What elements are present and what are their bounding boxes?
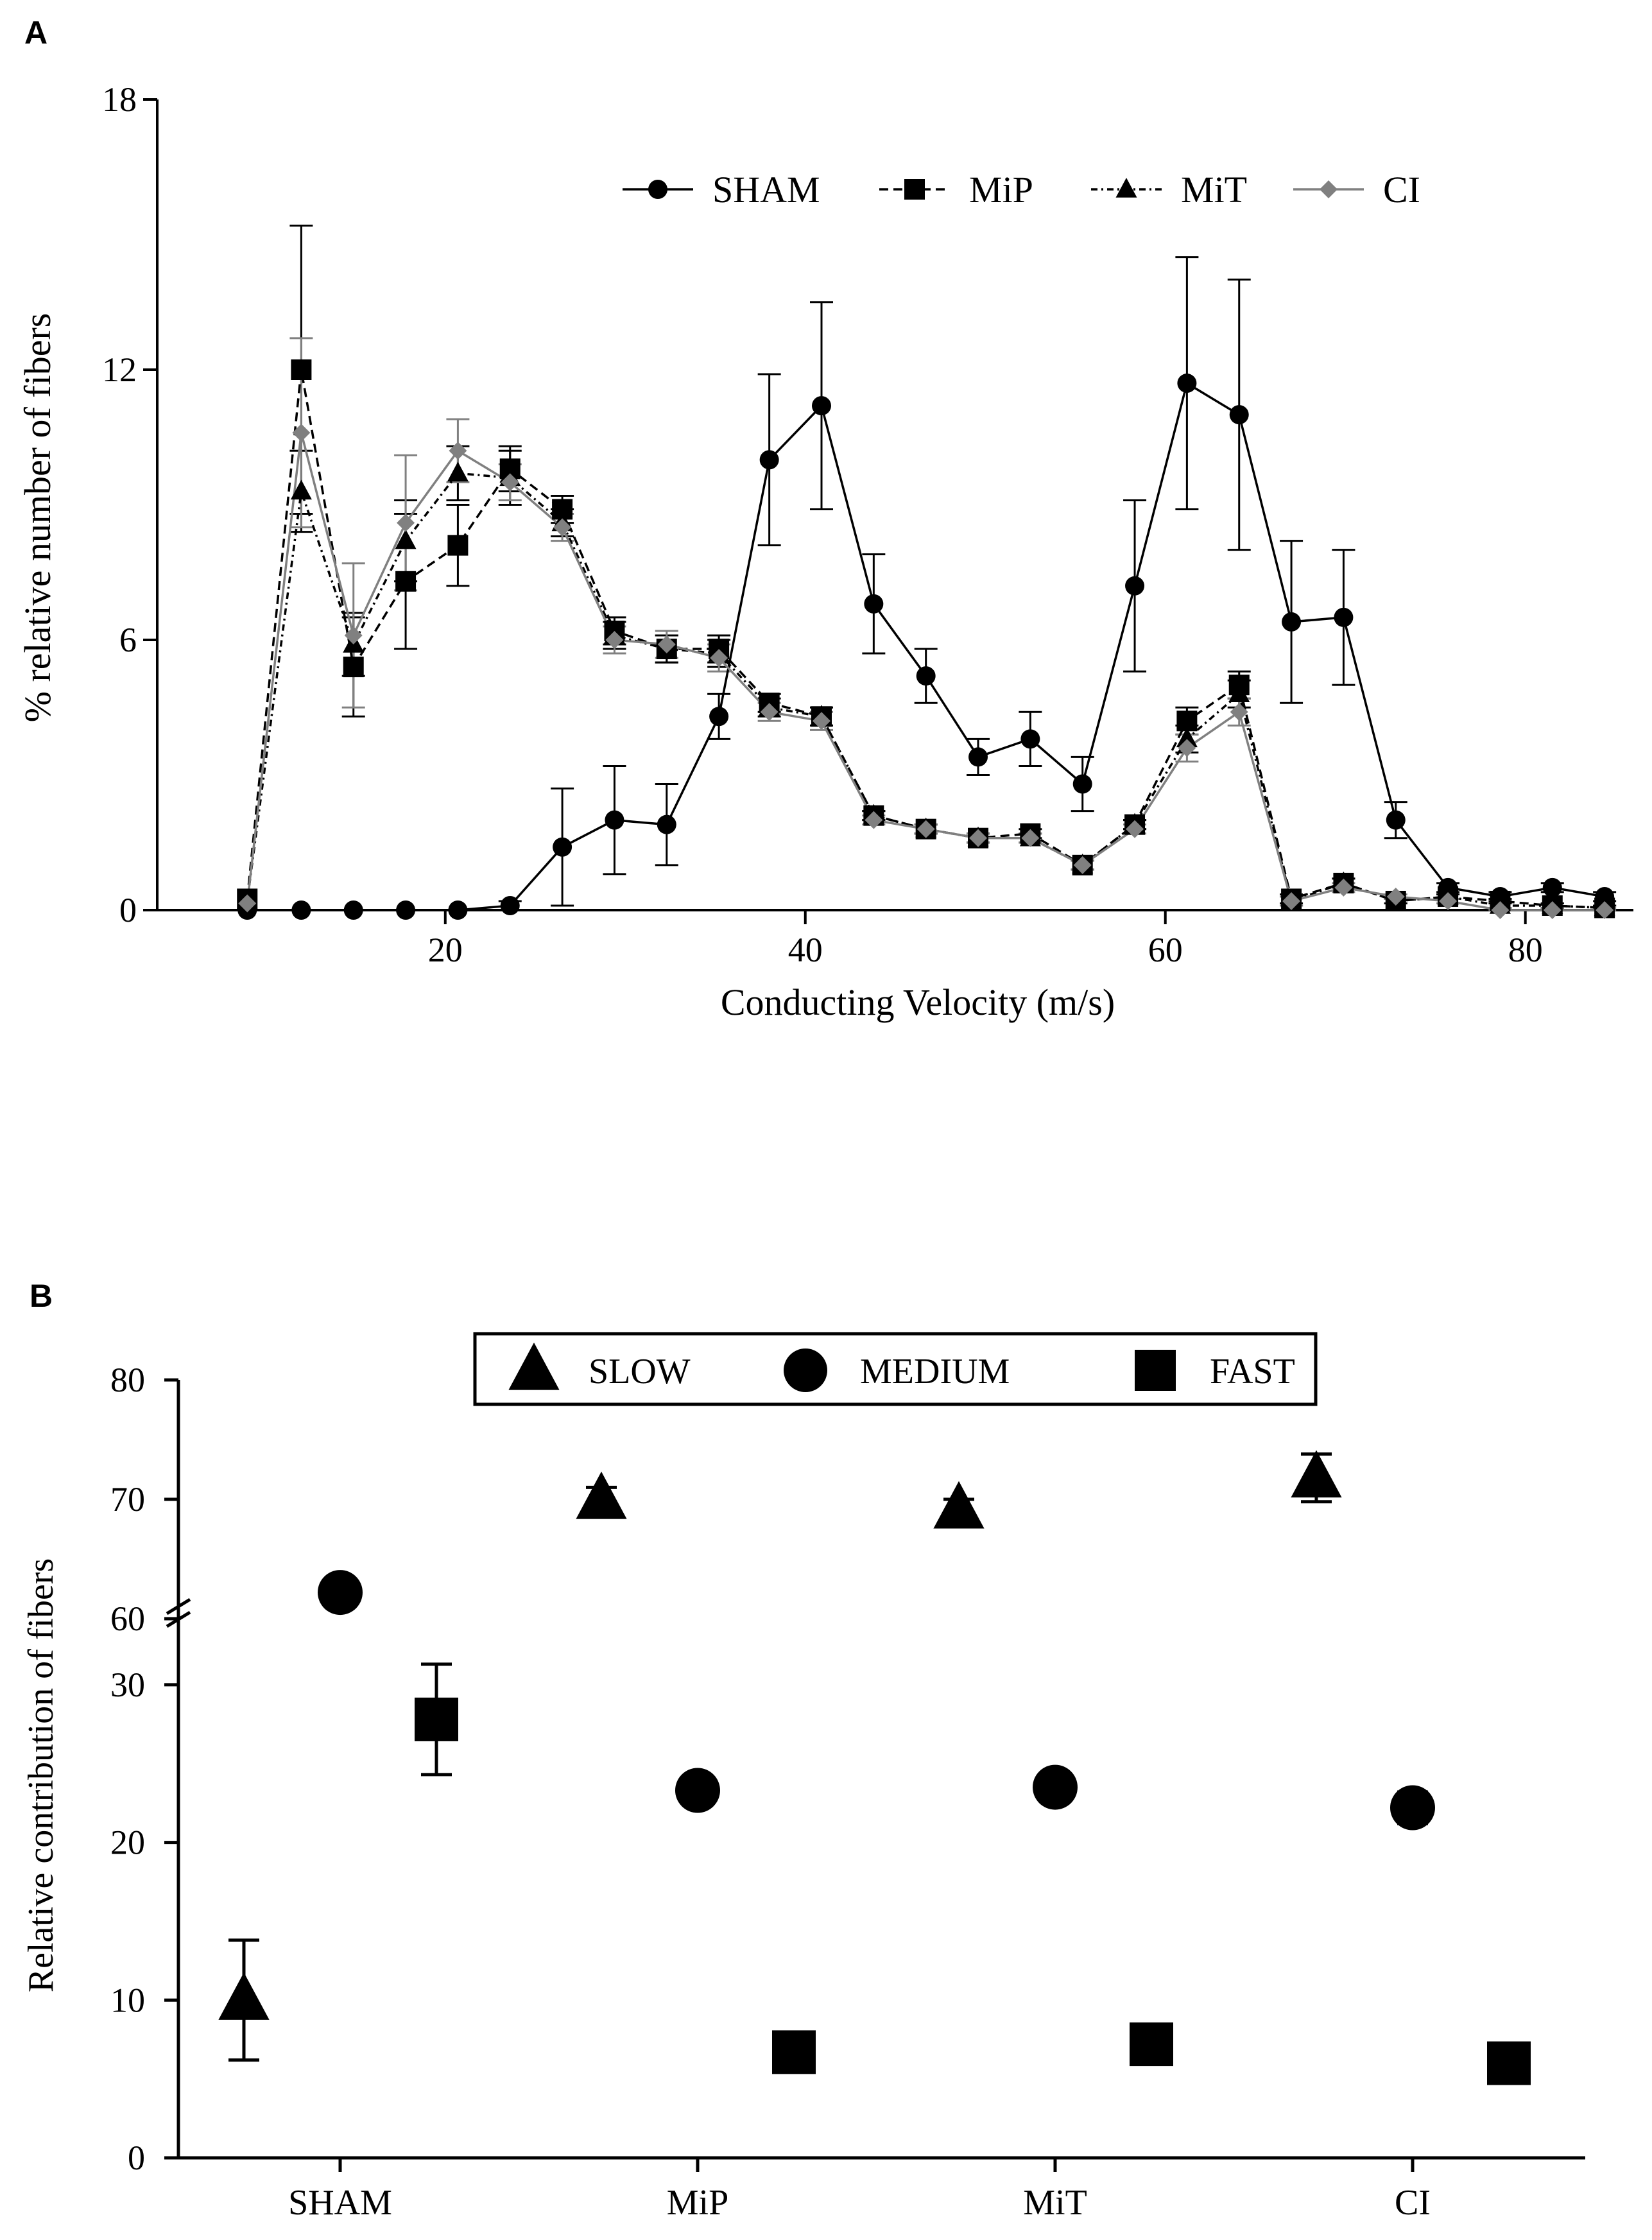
chart-a-axes: 0 6 12 18 20 40 60 80 Conducting Velocity (m/s)%… — [17, 80, 1633, 1023]
data-point-ci — [1543, 901, 1562, 919]
data-point-ci — [292, 424, 311, 442]
data-point-ci — [1491, 901, 1510, 919]
data-point-sham — [759, 450, 779, 470]
data-point-ci — [1282, 892, 1301, 910]
panel-label-a: A — [24, 15, 48, 51]
y-axis-title: % relative number of fibers — [17, 313, 58, 723]
data-point-ci — [1021, 829, 1040, 847]
data-point-ci — [553, 518, 572, 537]
data-point-sham — [448, 900, 468, 920]
data-point-sham — [812, 396, 831, 416]
data-point-ci — [865, 811, 883, 829]
panel-label-b: B — [30, 1278, 53, 1314]
data-point-ci — [1073, 856, 1092, 874]
data-point-ci — [397, 513, 415, 532]
data-point-ci — [501, 473, 519, 492]
data-point-sham — [1282, 612, 1302, 632]
data-point-ci — [710, 649, 728, 668]
x-tick-label: 80 — [1508, 931, 1543, 969]
data-point-sham — [1072, 774, 1092, 794]
data-point-ci — [1439, 892, 1458, 910]
data-point-mit — [1176, 727, 1198, 748]
data-point-sham — [1125, 576, 1145, 596]
data-point-mit — [395, 529, 417, 549]
data-point-mip — [395, 571, 417, 592]
y-tick-label: 6 — [119, 621, 137, 659]
data-point-ci — [1386, 887, 1405, 906]
data-point-sham — [291, 900, 311, 920]
data-point-sham — [343, 900, 363, 920]
data-point-sham — [709, 707, 729, 727]
data-point-ci — [1126, 820, 1144, 838]
data-point-ci — [1334, 878, 1353, 897]
data-point-mip — [291, 359, 312, 380]
y-tick-label: 12 — [102, 350, 137, 389]
data-point-sham — [968, 747, 988, 767]
chart-a-legend: SHAM MiP MiT CI — [623, 169, 1420, 211]
data-point-ci — [916, 820, 935, 838]
data-point-mip — [343, 657, 364, 678]
legend-label-sham: SHAM — [712, 169, 820, 211]
data-point-ci — [344, 626, 363, 644]
x-tick-label: 40 — [788, 931, 823, 969]
y-tick-label: 18 — [102, 80, 137, 119]
x-axis-title: Conducting Velocity (m/s) — [721, 981, 1115, 1023]
legend-marker-mit — [1115, 178, 1137, 198]
data-point-ci — [1178, 739, 1196, 757]
data-point-ci — [760, 703, 779, 721]
legend-label-ci: CI — [1383, 169, 1420, 211]
data-point-sham — [1386, 810, 1406, 830]
data-point-ci — [813, 712, 830, 730]
data-point-sham — [396, 900, 416, 920]
data-point-ci — [657, 635, 676, 654]
legend-marker-sham — [648, 180, 667, 199]
data-point-sham — [500, 895, 520, 915]
legend-marker-mip — [904, 179, 925, 200]
data-point-sham — [1542, 877, 1562, 897]
legend-marker-ci — [1320, 180, 1338, 198]
x-tick-label: 60 — [1148, 931, 1183, 969]
data-point-ci — [1230, 703, 1248, 721]
data-point-mit — [1228, 682, 1250, 702]
data-point-ci — [605, 631, 624, 649]
legend-label-mip: MiP — [969, 169, 1033, 211]
data-point-ci — [238, 894, 257, 913]
data-point-ci — [969, 829, 988, 847]
data-point-sham — [1177, 374, 1197, 393]
data-point-sham — [657, 814, 676, 834]
chart-a-error-bars — [289, 224, 1617, 911]
chart-a-markers — [236, 359, 1615, 920]
data-point-sham — [1334, 607, 1354, 627]
x-tick-label: 20 — [428, 931, 463, 969]
data-point-sham — [1020, 729, 1040, 749]
data-point-ci — [1596, 901, 1614, 919]
data-point-mip — [447, 535, 469, 556]
data-point-ci — [449, 442, 467, 460]
data-point-sham — [553, 837, 572, 857]
data-point-mit — [447, 461, 469, 482]
data-point-sham — [1229, 405, 1249, 425]
legend-label-mit: MiT — [1181, 169, 1247, 211]
data-point-sham — [864, 594, 884, 614]
data-point-mit — [290, 479, 312, 500]
data-point-sham — [605, 810, 624, 830]
data-point-sham — [916, 666, 936, 686]
y-tick-label: 0 — [119, 891, 137, 929]
